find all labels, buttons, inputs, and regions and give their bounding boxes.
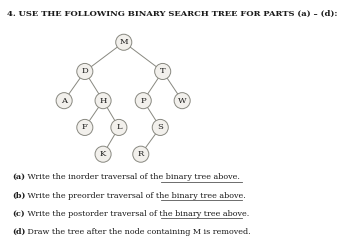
Text: H: H bbox=[99, 97, 107, 105]
Circle shape bbox=[77, 64, 93, 80]
Text: M: M bbox=[119, 38, 128, 46]
Text: K: K bbox=[100, 150, 106, 158]
Text: S: S bbox=[158, 124, 163, 132]
Text: W: W bbox=[178, 97, 187, 105]
Text: R: R bbox=[138, 150, 144, 158]
Circle shape bbox=[135, 93, 151, 109]
Text: (a): (a) bbox=[12, 173, 25, 181]
Text: Draw the tree after the node containing M is removed.: Draw the tree after the node containing … bbox=[25, 228, 251, 236]
Circle shape bbox=[77, 120, 93, 136]
Circle shape bbox=[116, 34, 132, 50]
Circle shape bbox=[152, 120, 168, 136]
Text: P: P bbox=[140, 97, 146, 105]
Circle shape bbox=[95, 93, 111, 109]
Text: (b): (b) bbox=[12, 192, 25, 200]
Text: 4. USE THE FOLLOWING BINARY SEARCH TREE FOR PARTS (a) – (d):: 4. USE THE FOLLOWING BINARY SEARCH TREE … bbox=[7, 10, 337, 18]
Text: T: T bbox=[160, 68, 166, 76]
Text: L: L bbox=[116, 124, 122, 132]
Circle shape bbox=[174, 93, 190, 109]
Text: F: F bbox=[82, 124, 88, 132]
Circle shape bbox=[133, 146, 149, 162]
Circle shape bbox=[155, 64, 171, 80]
Text: Write the postorder traversal of the binary tree above.: Write the postorder traversal of the bin… bbox=[25, 210, 250, 218]
Text: Write the inorder traversal of the binary tree above.: Write the inorder traversal of the binar… bbox=[25, 173, 240, 181]
Text: Write the preorder traversal of the binary tree above.: Write the preorder traversal of the bina… bbox=[25, 192, 246, 200]
Circle shape bbox=[95, 146, 111, 162]
Circle shape bbox=[56, 93, 72, 109]
Text: (c): (c) bbox=[12, 210, 24, 218]
Text: A: A bbox=[61, 97, 67, 105]
Circle shape bbox=[111, 120, 127, 136]
Text: D: D bbox=[82, 68, 88, 76]
Text: (d): (d) bbox=[12, 228, 25, 236]
